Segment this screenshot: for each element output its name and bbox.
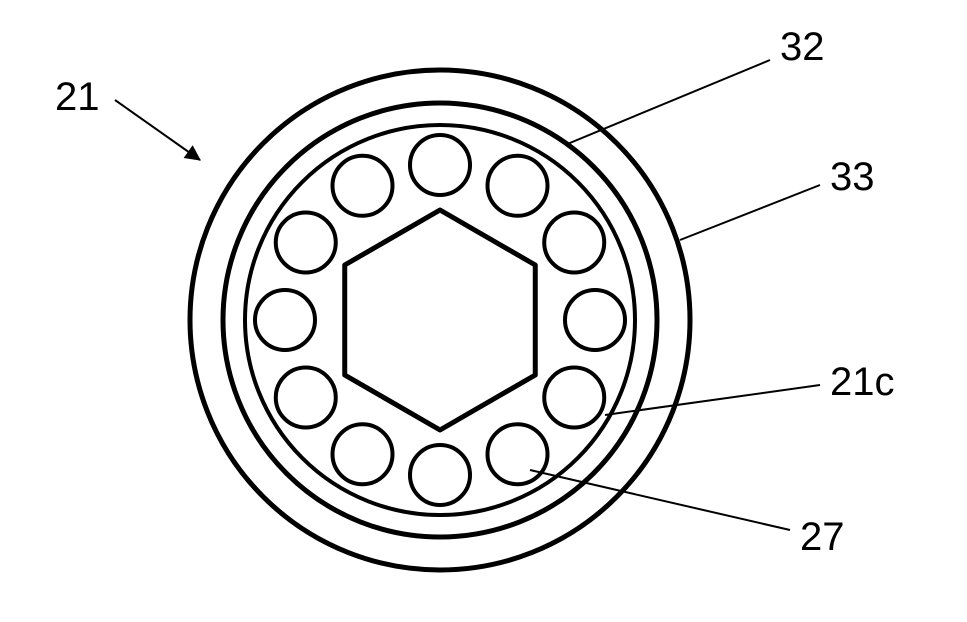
bolt-hole [333, 424, 393, 484]
arrow-shaft [115, 100, 200, 160]
arrow-head-icon [185, 146, 200, 160]
leader-line [680, 185, 820, 240]
bolt-hole [410, 445, 470, 505]
mechanical-diagram: 21 32 33 21c 27 [0, 0, 967, 622]
bolt-hole [276, 368, 336, 428]
bolt-hole [255, 290, 315, 350]
ref-label: 27 [800, 515, 845, 559]
bolt-hole [276, 213, 336, 273]
bolt-hole [410, 135, 470, 195]
bolt-hole [544, 368, 604, 428]
bolt-hole [488, 424, 548, 484]
ref-label: 32 [780, 25, 825, 69]
leader-line [565, 60, 770, 145]
ref-label: 21c [830, 360, 895, 404]
bolt-hole [333, 156, 393, 216]
ref-label: 21 [55, 75, 100, 119]
bolt-hole [544, 213, 604, 273]
ref-label: 33 [830, 155, 875, 199]
bolt-hole [488, 156, 548, 216]
bolt-hole [565, 290, 625, 350]
